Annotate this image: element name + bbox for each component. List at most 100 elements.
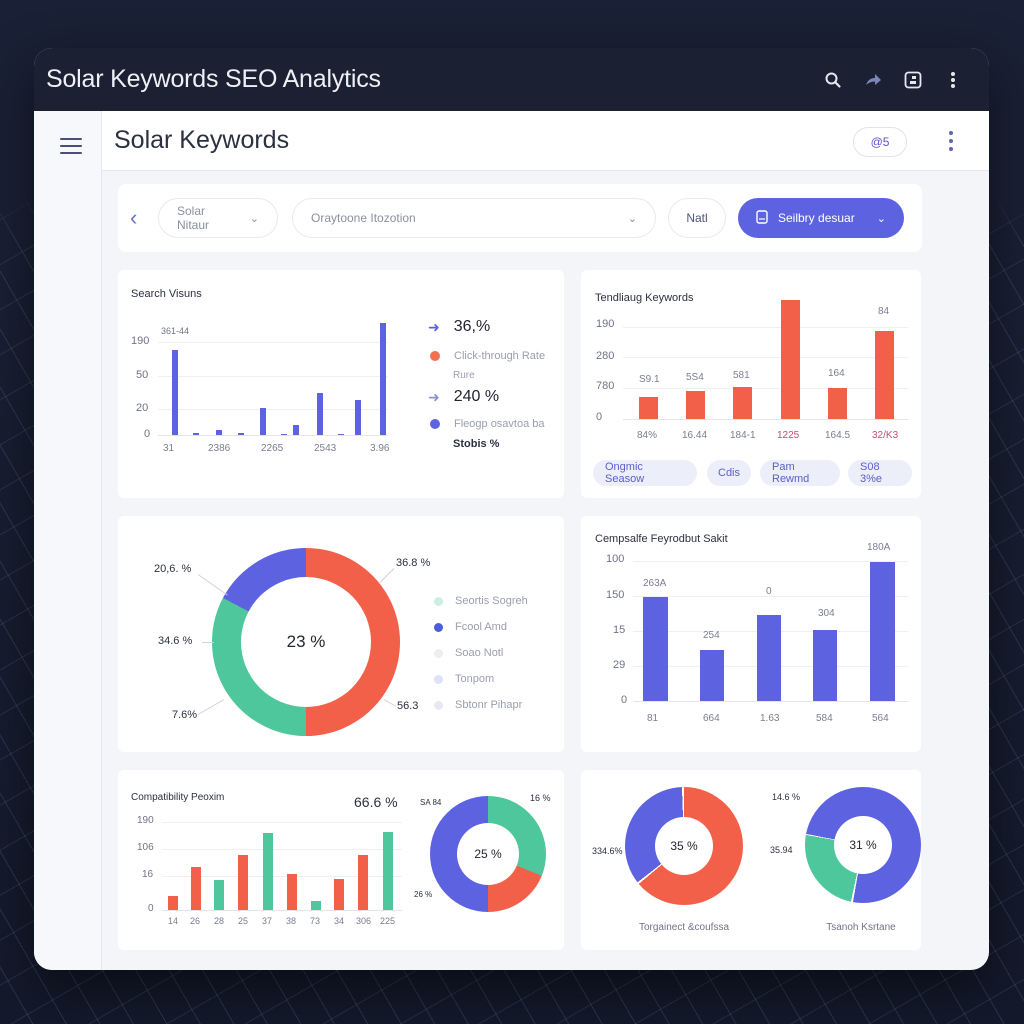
button-label: Seilbry desuar [778,211,855,225]
bar [639,397,658,419]
bar [380,323,386,435]
bar [875,331,894,419]
more-vert-icon[interactable] [943,70,963,90]
x-tick: 184-1 [730,430,756,441]
natl-button[interactable]: Natl [668,198,726,238]
chevron-down-icon: ⌄ [876,212,886,225]
peak-annotation: 361-44 [161,326,190,336]
bar [191,867,201,910]
legend-item: Fcool Amd [434,621,507,633]
bar [733,387,752,419]
bar [338,434,344,435]
x-tick: 2543 [314,443,337,454]
donut-center-value: 31 % [834,816,892,874]
metric-row: ➜ 36,% [428,318,490,336]
x-tick: 73 [310,916,321,926]
headline-metric: 66.6 % [354,794,398,810]
x-tick: 34 [334,916,345,926]
slice-label: 34.6 % [158,635,193,647]
location-dropdown[interactable]: Oraytoone Itozotion ⌄ [292,198,656,238]
leader-line [197,574,228,596]
search-volume-card: Search Visuns 361-44 190 50 20 0 31 2386… [118,270,564,498]
slice-label: 56.3 [397,700,419,712]
export-icon[interactable] [903,70,923,90]
leader-line [383,699,397,707]
bar [214,880,224,910]
share-donut-chart: 23 % [212,548,400,736]
bar [781,300,800,419]
x-axis [158,435,388,436]
leader-line [197,699,225,715]
y-tick: 190 [131,335,150,347]
bar-label: 180A [867,542,891,553]
right-donut-chart: 31 % [805,787,921,903]
x-tick: 1.63 [760,713,780,724]
y-tick: 780 [596,380,615,392]
slice-label: 36.8 % [396,557,431,569]
compatibility-donut-chart: 25 % [430,796,546,912]
filter-chip[interactable]: Cdis [707,460,751,486]
gridline [633,596,908,597]
card-title: Tendliaug Keywords [595,292,694,304]
search-icon[interactable] [823,70,843,90]
x-tick: 164.5 [825,430,851,441]
x-tick: 38 [286,916,297,926]
bar [383,832,393,910]
sidebar [34,111,102,970]
gridline [623,327,908,328]
filter-chip[interactable]: Pam Rewmd [760,460,840,486]
select-dataset-button[interactable]: Seilbry desuar ⌄ [738,198,904,238]
metric-row: Click-through Rate [430,350,545,362]
leader-line [379,568,395,583]
bar-label: 304 [818,608,835,619]
x-axis [623,419,908,420]
arrow-right-icon: ➜ [428,388,440,405]
hamburger-icon[interactable] [60,133,82,159]
solar-filter-dropdown[interactable]: Solar Nitaur ⌄ [158,198,278,238]
filter-chip[interactable]: S08 3%e [848,460,912,486]
dropdown-value: Solar Nitaur [177,204,210,232]
metric-row: Fleogp osavtoa ba [430,418,545,430]
y-tick: 106 [137,842,154,853]
bar [334,879,344,910]
metric-value: Stobis % [453,438,500,450]
x-tick: 14 [168,916,179,926]
bar-label: 0 [766,586,772,597]
x-tick: 81 [647,713,659,724]
bar [358,855,368,910]
gridline [162,822,402,823]
card-title: Cempsalfe Feyrodbut Sakit [595,533,728,545]
bar [828,388,847,419]
legend-item: Seortis Sogreh [434,595,528,607]
x-tick: 28 [214,916,225,926]
page-title: Solar Keywords [114,126,290,154]
gridline [623,357,908,358]
keyword-share-card: 23 % 20,6. % 36.8 % 34.6 % 7.6% 56.3 Seo… [118,516,564,752]
x-tick: 1225 [777,430,800,441]
metric-row: ➜ 240 % [428,388,499,406]
donut-pair-card: 35 % 334.6% Torgainect &coufssa 31 % 14.… [581,770,921,950]
more-vert-icon[interactable] [947,131,955,151]
share-icon[interactable] [863,70,883,90]
legend-item: Tonpom [434,673,494,685]
chart-caption: Tsanoh Ksrtane [826,922,896,933]
filter-chip[interactable]: Ongmic Seasow [593,460,697,486]
x-tick: 37 [262,916,273,926]
x-tick: 664 [703,713,720,724]
bar [287,874,297,910]
metric-label: Fleogp osavtoa ba [454,418,545,430]
bar [260,408,266,435]
window-titlebar: Solar Keywords SEO Analytics [34,48,989,111]
bar [263,833,273,910]
filter-bar: ‹ Solar Nitaur ⌄ Oraytoone Itozotion ⌄ N… [118,184,922,252]
slice-label: 7.6% [172,709,198,721]
account-pill[interactable]: @5 [853,127,907,157]
donut-center-value: 23 % [241,577,371,707]
card-title: Compatibility Peoxim [131,792,225,803]
bar [238,855,248,910]
y-tick: 190 [137,815,154,826]
metric-value: 240 % [453,388,500,405]
slice-label: 14.6 % [772,792,801,802]
chevron-left-icon[interactable]: ‹ [130,205,138,230]
y-tick: 20 [136,402,149,414]
